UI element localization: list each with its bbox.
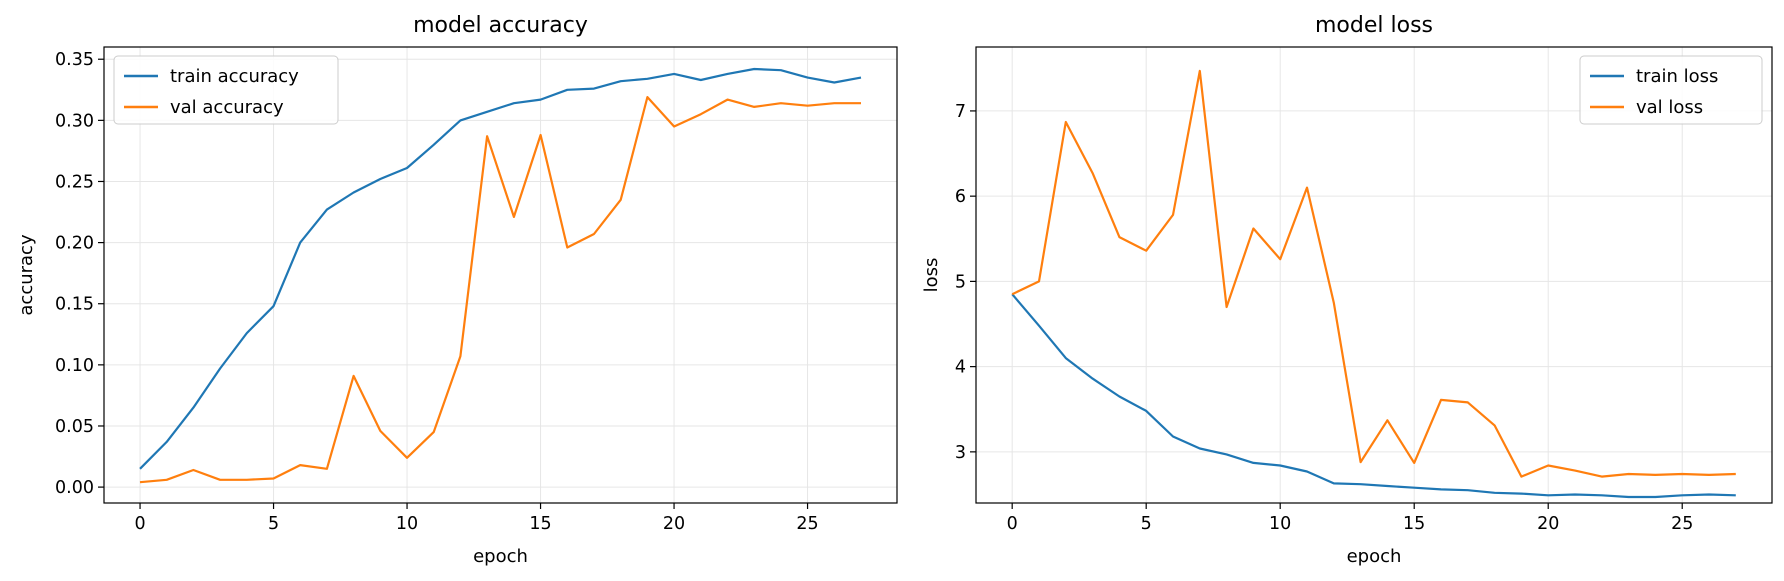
legend-label: val loss — [1636, 97, 1703, 118]
y-tick-label: 0.10 — [55, 356, 94, 376]
x-tick-label: 15 — [1403, 514, 1425, 534]
y-tick-label: 5 — [955, 272, 966, 292]
accuracy-chart: 0 5 10 15 20 25 0.00 0.05 0.10 0.15 0.20 0.25 0.30 0.… — [16, 13, 898, 567]
x-tick-label: 25 — [1671, 514, 1693, 534]
y-tick-label: 4 — [955, 358, 966, 378]
x-tick-label: 15 — [529, 514, 551, 534]
x-tick-label: 20 — [663, 514, 685, 534]
legend-label: train accuracy — [170, 66, 299, 87]
y-tick-label: 0.25 — [55, 172, 94, 192]
x-tick-label: 0 — [134, 514, 145, 534]
x-tick-label: 10 — [396, 514, 418, 534]
axes-frame — [975, 46, 1773, 504]
x-tick-label: 0 — [1007, 514, 1018, 534]
chart-title: model loss — [1315, 13, 1433, 38]
x-tick-label: 25 — [796, 514, 818, 534]
x-tick-label: 5 — [268, 514, 279, 534]
y-tick-label: 7 — [955, 102, 966, 122]
y-tick-label: 0.35 — [55, 50, 94, 70]
y-tick-label: 0.05 — [55, 417, 94, 437]
loss-chart: 0 5 10 15 20 25 3 4 5 6 7 model loss epoch loss train … — [921, 13, 1773, 567]
legend-label: val accuracy — [170, 97, 284, 118]
y-axis-label: loss — [921, 258, 942, 293]
legend: train accuracy val accuracy — [113, 55, 339, 125]
legend-box — [1579, 55, 1763, 125]
series-line-train-accuracy — [139, 67, 862, 470]
x-axis-label: epoch — [1347, 546, 1402, 567]
chart-title: model accuracy — [413, 13, 588, 38]
y-tick-label: 6 — [955, 187, 966, 207]
legend-label: train loss — [1636, 66, 1718, 87]
y-tick-label: 3 — [955, 443, 966, 463]
legend-box — [113, 55, 339, 125]
x-tick-label: 5 — [1141, 514, 1152, 534]
axes-frame — [103, 46, 898, 504]
x-tick-label: 20 — [1537, 514, 1559, 534]
series-line-val-loss — [1011, 69, 1736, 478]
y-tick-label: 0.30 — [55, 111, 94, 131]
y-tick-label: 0.15 — [55, 295, 94, 315]
x-axis-label: epoch — [473, 546, 528, 567]
y-tick-label: 0.00 — [55, 478, 94, 498]
x-tick-label: 10 — [1269, 514, 1291, 534]
y-axis-label: accuracy — [16, 234, 37, 316]
y-tick-label: 0.20 — [55, 234, 94, 254]
series-line-train-loss — [1011, 293, 1736, 499]
series-line-val-accuracy — [139, 95, 861, 484]
legend: train loss val loss — [1579, 55, 1763, 125]
